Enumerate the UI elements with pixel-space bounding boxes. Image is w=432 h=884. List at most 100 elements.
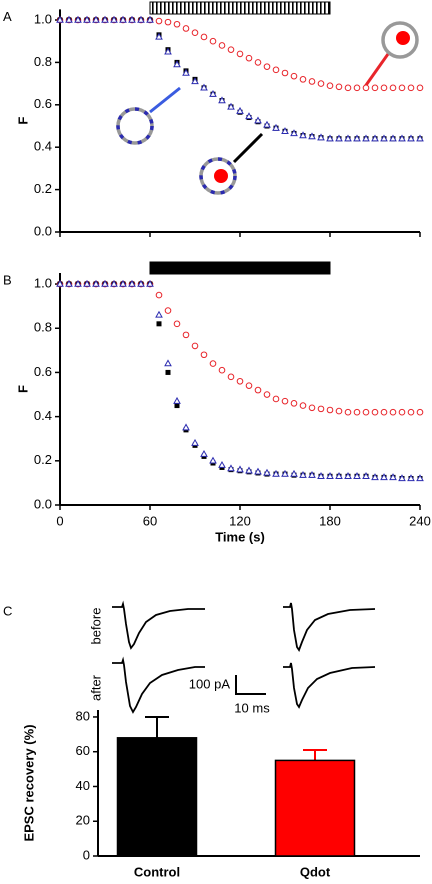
marker-triangle (128, 15, 136, 23)
x-tick-label: 180 (319, 513, 341, 528)
marker-circle (380, 84, 388, 92)
marker-circle (254, 59, 262, 66)
marker-triangle (65, 15, 73, 23)
y-axis-title: EPSC recovery (%) (21, 724, 36, 841)
marker-circle (389, 408, 397, 416)
marker-circle (326, 406, 334, 414)
marker-triangle (92, 15, 100, 23)
marker-circle (380, 408, 388, 416)
marker-triangle (110, 279, 118, 287)
marker-triangle (83, 15, 91, 23)
marker-triangle (56, 15, 64, 23)
marker-triangle (398, 474, 406, 482)
bar (116, 737, 198, 857)
marker-circle (344, 408, 352, 416)
panel-label: C (3, 603, 12, 618)
marker-triangle (281, 469, 289, 477)
marker-circle (227, 373, 235, 381)
marker-circle (209, 37, 217, 45)
marker-triangle (389, 134, 397, 142)
y-tick-label: 0.4 (34, 139, 52, 154)
marker-circle (245, 382, 253, 389)
marker-circle (317, 80, 325, 87)
marker-triangle (164, 359, 172, 367)
y-tick-label: 1.0 (34, 11, 52, 26)
marker-triangle (218, 96, 226, 104)
marker-triangle (254, 467, 262, 475)
marker-triangle (389, 473, 397, 481)
marker-triangle (416, 134, 424, 142)
marker-circle (281, 69, 289, 77)
marker-triangle (119, 15, 127, 23)
marker-circle (182, 331, 190, 339)
marker-triangle (326, 134, 334, 142)
marker-triangle (137, 279, 145, 287)
marker-triangle (245, 466, 253, 474)
y-axis-title: F (15, 385, 30, 393)
marker-triangle (155, 310, 163, 318)
marker-triangle (272, 469, 280, 477)
bar (274, 759, 356, 857)
marker-circle (209, 360, 217, 367)
marker-triangle (209, 89, 217, 97)
marker-circle (272, 395, 280, 403)
marker-triangle (371, 473, 379, 481)
marker-triangle (299, 131, 307, 139)
marker-triangle (227, 102, 235, 110)
marker-circle (290, 72, 298, 80)
marker-circle (299, 402, 307, 409)
marker-triangle (362, 134, 370, 142)
marker-triangle (335, 134, 343, 142)
marker-circle (155, 17, 163, 25)
y-tick-label: 0.8 (34, 320, 52, 335)
stimulus-bar (149, 261, 331, 275)
marker-triangle (146, 279, 154, 287)
marker-triangle (353, 472, 361, 479)
marker-circle (254, 386, 262, 394)
marker-triangle (263, 468, 271, 476)
marker-triangle (326, 472, 334, 479)
marker-triangle (371, 134, 379, 142)
marker-circle (407, 408, 415, 416)
marker-circle (353, 84, 361, 92)
epsc-traces (112, 600, 376, 714)
marker-triangle (92, 279, 100, 287)
marker-circle (407, 84, 415, 92)
x-tick-label: Qdot (300, 864, 331, 879)
marker-circle (272, 66, 280, 74)
marker-triangle (380, 473, 388, 481)
marker-circle (173, 20, 181, 28)
marker-triangle (56, 279, 64, 287)
marker-circle (398, 84, 406, 92)
marker-circle (344, 84, 352, 92)
scale-label: 100 pA (189, 676, 231, 691)
marker-circle (362, 408, 370, 416)
y-axis-title: F (15, 117, 30, 125)
marker-triangle (128, 279, 136, 287)
marker-triangle (191, 438, 199, 446)
y-tick-label: 0.6 (34, 96, 52, 111)
marker-triangle (101, 279, 109, 287)
marker-circle (335, 407, 343, 415)
marker-triangle (83, 279, 91, 287)
marker-triangle (254, 116, 262, 124)
y-tick-label: 0.2 (34, 452, 52, 467)
marker-triangle (407, 134, 415, 142)
marker-triangle (74, 279, 82, 287)
marker-triangle (290, 469, 298, 477)
marker-triangle (182, 423, 190, 431)
panel-label: A (3, 9, 12, 24)
marker-triangle (281, 127, 289, 134)
marker-triangle (209, 456, 217, 464)
marker-circle (371, 84, 379, 92)
marker-triangle (74, 15, 82, 23)
marker-triangle (119, 279, 127, 287)
marker-triangle (344, 472, 352, 479)
marker-circle (371, 408, 379, 416)
y-tick-label: 60 (76, 743, 90, 758)
marker-circle (416, 84, 424, 92)
trace-label: after (88, 674, 103, 701)
marker-circle (317, 405, 325, 413)
marker-circle (326, 82, 334, 90)
